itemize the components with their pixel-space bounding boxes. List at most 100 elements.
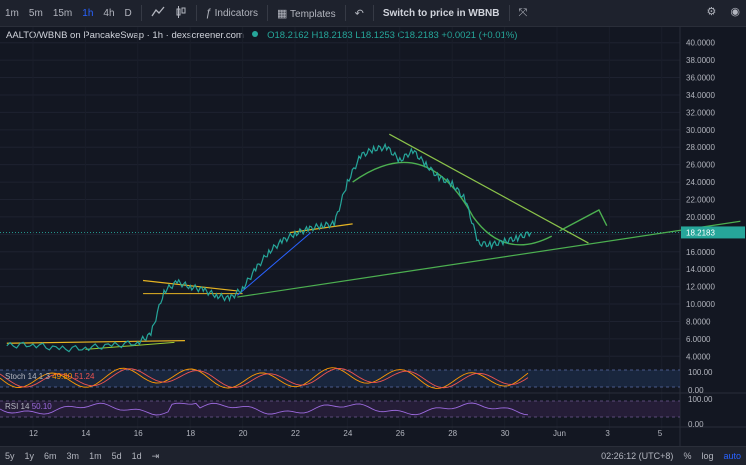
log-toggle[interactable]: log xyxy=(701,451,714,461)
undo-icon: ↶ xyxy=(354,7,364,20)
trendline-support xyxy=(237,220,741,298)
last-price-label: 18.2183 xyxy=(686,228,715,237)
price-tick-label: 4.0000 xyxy=(686,352,711,361)
stoch-band xyxy=(0,370,680,387)
clock-time: 02:26:12 (UTC+8) xyxy=(601,451,674,461)
candles-icon[interactable] xyxy=(170,5,192,21)
legend-open: O18.2162 xyxy=(267,30,309,41)
range-5d[interactable]: 5d xyxy=(111,451,122,461)
interval-5m[interactable]: 5m xyxy=(28,7,43,19)
settings-icon[interactable]: ⚙ xyxy=(706,6,717,18)
rsi-label: RSI 14 50.10 xyxy=(5,402,52,411)
stoch-tick-low: 0.00 xyxy=(688,386,704,395)
price-chart[interactable]: 40.000038.000036.000034.000032.000030.00… xyxy=(0,27,746,446)
interval-15m[interactable]: 15m xyxy=(52,7,73,19)
fullscreen-icon: ⤧ xyxy=(518,6,528,19)
trendline-base xyxy=(6,340,185,344)
price-tick-label: 8.0000 xyxy=(686,317,711,326)
divider xyxy=(508,5,510,21)
price-tick-label: 10.0000 xyxy=(686,300,715,309)
price-tick-label: 24.0000 xyxy=(686,178,715,187)
rsi-tick-low: 0.00 xyxy=(688,420,704,429)
time-tick-label: 5 xyxy=(658,429,663,438)
time-tick-label: 14 xyxy=(81,429,90,438)
screenshot-icon[interactable]: ◉ xyxy=(730,6,740,18)
divider xyxy=(372,5,374,21)
price-tick-label: 32.0000 xyxy=(686,108,715,117)
top-toolbar: 1m 5m 15m 1h 4h D ƒ Indicators ▦ Templat… xyxy=(0,0,746,27)
price-tick-label: 22.0000 xyxy=(686,196,715,205)
indicators-button[interactable]: ƒ Indicators xyxy=(201,7,263,19)
range-3m[interactable]: 3m xyxy=(66,451,80,461)
price-tick-label: 26.0000 xyxy=(686,161,715,170)
interval-d[interactable]: D xyxy=(124,7,132,19)
interval-1h[interactable]: 1h xyxy=(82,7,94,19)
stoch-d-line xyxy=(0,367,529,389)
bottom-toolbar: 5y 1y 6m 3m 1m 5d 1d ⇥ 02:26:12 (UTC+8) … xyxy=(0,446,746,465)
price-tick-label: 34.0000 xyxy=(686,91,715,100)
legend-change: +0.0021 (+0.01%) xyxy=(441,30,518,41)
divider xyxy=(344,5,346,21)
undo-button[interactable]: ↶ xyxy=(350,7,369,20)
trendline-resistance xyxy=(389,133,589,244)
time-tick-label: 30 xyxy=(501,429,510,438)
time-tick-label: 26 xyxy=(396,429,405,438)
trendline-channel xyxy=(237,232,312,296)
percent-toggle[interactable]: % xyxy=(683,451,692,461)
time-tick-label: 22 xyxy=(291,429,300,438)
price-series xyxy=(6,142,532,353)
status-dot xyxy=(252,31,259,37)
stoch-tick-high: 100.00 xyxy=(688,368,713,377)
symbol-title: AALTO/WBNB on PancakeSwap · 1h · dexscre… xyxy=(6,30,244,41)
time-tick-label: 24 xyxy=(343,429,352,438)
price-tick-label: 28.0000 xyxy=(686,143,715,152)
indicators-icon: ƒ xyxy=(205,7,212,19)
time-tick-label: 20 xyxy=(239,429,248,438)
range-1m[interactable]: 1m xyxy=(89,451,102,461)
rsi-tick-high: 100.00 xyxy=(688,395,713,404)
indicators-label: Indicators xyxy=(214,8,259,19)
switch-price-button[interactable]: Switch to price in WBNB xyxy=(382,7,500,19)
line-chart-icon[interactable] xyxy=(146,6,170,21)
fullscreen-button[interactable]: ⤧ xyxy=(514,7,533,20)
range-6m[interactable]: 6m xyxy=(44,451,57,461)
chart-area[interactable]: 40.0000 38.0000 36.0000 34.0000 32.0000 30.00… xyxy=(0,27,746,464)
chart-legend: AALTO/WBNB on PancakeSwap · 1h · dexscre… xyxy=(6,30,517,41)
price-tick-label: 12.0000 xyxy=(686,283,715,292)
time-tick-label: 16 xyxy=(134,429,143,438)
price-tick-label: 30.0000 xyxy=(686,126,715,135)
price-tick-label: 14.0000 xyxy=(686,265,715,274)
stoch-label: Stoch 14 1 3 49.80 51.24 xyxy=(5,372,95,381)
divider xyxy=(140,5,142,21)
price-tick-label: 40.0000 xyxy=(686,39,715,48)
legend-close: C18.2183 xyxy=(397,30,439,41)
last-price-badge xyxy=(681,226,745,239)
rsi-band xyxy=(0,401,680,417)
templates-label: Templates xyxy=(290,8,336,20)
templates-icon: ▦ xyxy=(277,7,288,20)
templates-button[interactable]: ▦ Templates xyxy=(272,7,341,20)
price-tick-label: 20.0000 xyxy=(686,213,715,222)
time-tick-label: Jun xyxy=(553,429,566,438)
divider xyxy=(267,5,269,21)
projection-arrow xyxy=(559,208,608,232)
auto-toggle[interactable]: auto xyxy=(723,451,741,461)
range-5y[interactable]: 5y xyxy=(5,451,15,461)
legend-high: H18.2183 xyxy=(311,30,353,41)
time-tick-label: 12 xyxy=(29,429,38,438)
time-tick-label: 28 xyxy=(448,429,457,438)
legend-low: L18.1253 xyxy=(355,30,395,41)
price-tick-label: 36.0000 xyxy=(686,74,715,83)
price-tick-label: 38.0000 xyxy=(686,56,715,65)
price-tick-label: 6.0000 xyxy=(686,335,711,344)
range-1d[interactable]: 1d xyxy=(131,451,142,461)
range-1y[interactable]: 1y xyxy=(24,451,35,461)
trendline-flag2 xyxy=(289,223,353,234)
goto-date-icon[interactable]: ⇥ xyxy=(151,450,160,461)
interval-1m[interactable]: 1m xyxy=(5,7,19,19)
price-tick-label: 16.0000 xyxy=(686,248,715,257)
time-tick-label: 3 xyxy=(605,429,610,438)
time-tick-label: 18 xyxy=(186,429,195,438)
interval-4h[interactable]: 4h xyxy=(103,7,115,19)
stoch-k-line xyxy=(0,367,529,389)
